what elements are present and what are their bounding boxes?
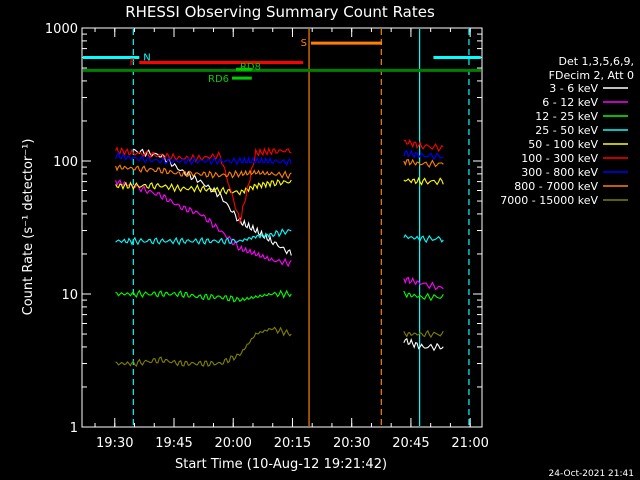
series-line-800-7000keV [115, 164, 292, 180]
y-tick-label: 1 [70, 421, 78, 436]
legend-entry-label: 12 - 25 keV [535, 110, 598, 123]
legend-entry-label: 25 - 50 keV [535, 124, 598, 137]
series-line-25-50keV [403, 234, 444, 244]
series-line-6-12keV [403, 276, 444, 291]
y-tick-label: 1000 [45, 22, 78, 37]
series-line-3-6keV [403, 337, 444, 352]
flag-n-label: N [143, 53, 150, 64]
flag-f-label: F [129, 58, 135, 69]
plot-frame [81, 27, 483, 428]
x-tick-label: 20:15 [274, 436, 311, 451]
series-line-300-800keV [403, 148, 444, 161]
flag-rd6-label: RD6 [208, 74, 229, 85]
x-axis-label: Start Time (10-Aug-12 19:21:42) [175, 457, 387, 472]
x-tick-label: 20:45 [392, 436, 429, 451]
x-tick-label: 20:30 [333, 436, 370, 451]
series-line-50-100keV [403, 176, 444, 186]
legend: Det 1,3,5,6,9,FDecim 2, Att 03 - 6 keV6 … [500, 55, 634, 207]
legend-header: Det 1,3,5,6,9, [558, 55, 634, 68]
series-line-800-7000keV [403, 158, 444, 169]
x-tick-label: 19:45 [155, 436, 192, 451]
series-line-7000-15000keV [115, 326, 292, 368]
footer-date: 24-Oct-2021 21:41 [549, 469, 634, 479]
y-axis-label: Count Rate (s⁻¹ detector⁻¹) [21, 139, 36, 316]
series-line-100-300keV [115, 146, 292, 225]
legend-entry-label: 300 - 800 keV [521, 166, 598, 179]
y-tick-label: 100 [53, 155, 78, 170]
legend-entry-label: 800 - 7000 keV [514, 180, 598, 193]
legend-entry-label: 100 - 300 keV [521, 152, 598, 165]
series-line-6-12keV [115, 178, 292, 268]
flag-rd8-label: RD8 [240, 62, 261, 73]
series-line-300-800keV [115, 151, 292, 166]
series-line-12-25keV [115, 289, 292, 303]
series-line-50-100keV [115, 179, 292, 196]
y-tick-label: 10 [61, 288, 78, 303]
legend-entry-label: 50 - 100 keV [528, 138, 598, 151]
legend-entry-label: 7000 - 15000 keV [500, 194, 598, 207]
series-line-12-25keV [403, 290, 444, 302]
x-tick-label: 20:00 [214, 436, 251, 451]
legend-entry-label: 6 - 12 keV [542, 96, 598, 109]
x-tick-label: 19:30 [96, 436, 133, 451]
x-tick-label: 21:00 [451, 436, 488, 451]
legend-header: FDecim 2, Att 0 [549, 69, 634, 82]
series-line-100-300keV [403, 138, 444, 152]
chart-title: RHESSI Observing Summary Count Rates [125, 3, 435, 21]
flag-s-label: S [301, 38, 307, 49]
series-line-7000-15000keV [403, 329, 444, 339]
legend-entry-label: 3 - 6 keV [549, 82, 598, 95]
series-line-25-50keV [115, 228, 292, 246]
plot-area: 1 10 100 1000 19:30 19:45 20:00 20:15 20:30 20:45… [45, 22, 489, 451]
